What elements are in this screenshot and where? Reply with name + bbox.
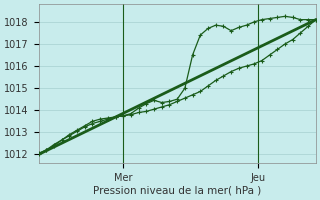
X-axis label: Pression niveau de la mer( hPa ): Pression niveau de la mer( hPa )	[93, 186, 261, 196]
